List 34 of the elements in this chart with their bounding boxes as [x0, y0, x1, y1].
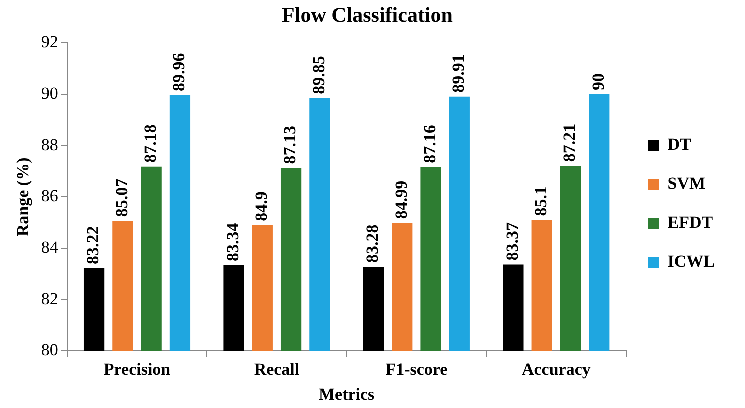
data-label: 83.37: [502, 222, 522, 261]
x-tick-label: Accuracy: [522, 360, 592, 379]
data-label: 84.9: [252, 192, 272, 222]
data-label: 87.13: [280, 126, 300, 164]
data-label: 87.21: [560, 124, 580, 162]
y-tick-label: 90: [41, 84, 58, 103]
legend-label: ICWL: [668, 252, 716, 271]
data-label: 85.1: [531, 186, 550, 216]
data-label: 87.16: [420, 125, 440, 164]
y-tick-label: 86: [41, 186, 58, 206]
data-label: 89.85: [309, 56, 328, 94]
data-label: 85.07: [112, 178, 132, 218]
y-axis-title: Range (%): [14, 158, 33, 237]
data-label: 83.28: [363, 224, 382, 264]
legend-label: EFDT: [668, 212, 714, 232]
data-label: 87.18: [140, 124, 160, 163]
legend-label: SVM: [668, 174, 706, 193]
x-axis-title: Metrics: [318, 385, 376, 404]
x-tick-label: Recall: [254, 360, 300, 379]
chart-title: Flow Classification: [282, 3, 454, 28]
data-label: 83.34: [223, 222, 242, 262]
y-tick-label: 84: [41, 238, 59, 257]
data-label: 89.91: [449, 54, 468, 93]
data-label: 84.99: [392, 180, 411, 220]
data-label: 83.22: [84, 226, 103, 265]
x-tick-label: Precision: [104, 360, 172, 379]
y-tick-label: 88: [41, 135, 58, 154]
y-tick-label: 92: [41, 32, 58, 52]
legend-label: DT: [668, 134, 692, 154]
x-tick-label: F1-score: [386, 360, 448, 379]
data-label: 90: [588, 74, 608, 91]
y-tick-label: 82: [41, 289, 58, 308]
data-label: 89.96: [170, 53, 189, 92]
y-tick-label: 80: [41, 340, 58, 360]
